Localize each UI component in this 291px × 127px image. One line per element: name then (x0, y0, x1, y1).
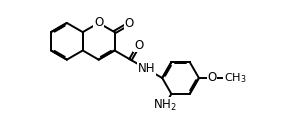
Text: CH$_3$: CH$_3$ (224, 71, 247, 85)
Text: O: O (207, 72, 217, 84)
Text: O: O (124, 17, 134, 30)
Text: O: O (134, 39, 143, 52)
Text: NH: NH (138, 62, 155, 75)
Text: NH$_2$: NH$_2$ (153, 98, 177, 113)
Text: O: O (94, 16, 103, 29)
